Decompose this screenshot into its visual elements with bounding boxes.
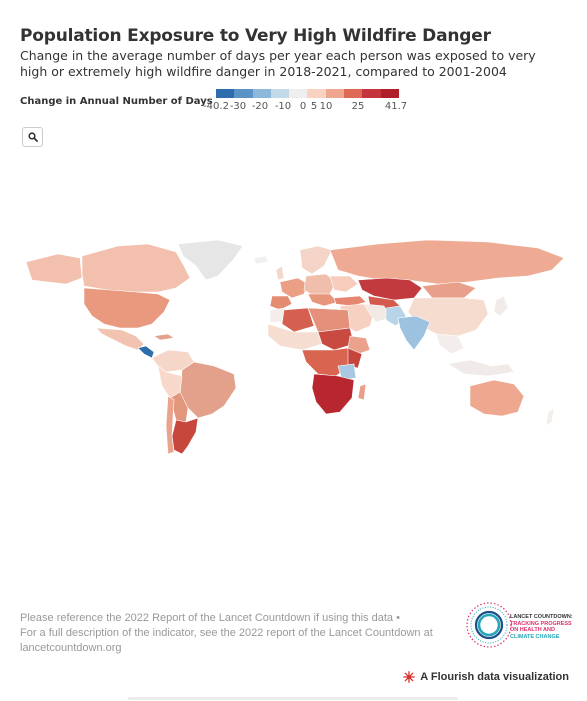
search-icon xyxy=(27,132,38,142)
logo-text: LANCET COUNTDOWN: TRACKING PROGRESS ON H… xyxy=(510,614,573,640)
legend-swatch xyxy=(270,89,290,98)
country-japan[interactable] xyxy=(493,295,509,317)
scroll-indicator xyxy=(128,697,458,700)
flourish-star-icon xyxy=(403,671,416,683)
country-india[interactable] xyxy=(397,315,431,351)
legend-tick-label: 0 xyxy=(299,101,307,112)
country-ukraine[interactable] xyxy=(329,275,359,293)
country-new-zealand[interactable] xyxy=(545,407,555,427)
world-map[interactable] xyxy=(18,236,569,456)
country-iran[interactable] xyxy=(363,303,391,323)
footer-line-2: For a full description of the indicator,… xyxy=(20,627,433,639)
country-iceland[interactable] xyxy=(253,255,269,265)
logo-line-2: TRACKING PROGRESS xyxy=(510,620,572,627)
country-tanzania[interactable] xyxy=(337,363,357,381)
logo-line-3: ON HEALTH AND xyxy=(510,627,555,633)
search-button[interactable] xyxy=(22,127,43,147)
legend-tick-label: 41.7 xyxy=(384,101,408,112)
country-greenland[interactable] xyxy=(177,239,244,281)
chart-subtitle: Change in the average number of days per… xyxy=(20,48,536,79)
legend-swatch xyxy=(307,89,326,98)
country-alaska[interactable] xyxy=(25,253,83,285)
country-mexico[interactable] xyxy=(95,327,145,351)
country-usa[interactable] xyxy=(83,287,171,329)
legend-swatch xyxy=(380,89,399,98)
legend-title: Change in Annual Number of Days xyxy=(20,96,213,107)
country-algeria[interactable] xyxy=(281,307,315,333)
flourish-credit[interactable]: A Flourish data visualization xyxy=(403,671,569,683)
country-southern-africa[interactable] xyxy=(311,373,355,415)
legend-tick-label: 10 xyxy=(319,101,333,112)
legend-tick-label: 5 xyxy=(310,101,318,112)
country-turkey[interactable] xyxy=(333,295,367,307)
country-argentina[interactable] xyxy=(171,417,199,455)
logo-ring-icon xyxy=(466,602,512,648)
country-bolivia[interactable] xyxy=(169,391,189,423)
country-madagascar[interactable] xyxy=(357,383,367,401)
country-uk[interactable] xyxy=(275,265,285,281)
legend-color-bar xyxy=(216,89,399,98)
country-brazil[interactable] xyxy=(179,361,237,419)
country-mongolia[interactable] xyxy=(421,281,477,299)
country-west-africa[interactable] xyxy=(267,323,323,351)
legend-swatch xyxy=(216,89,235,98)
legend-tick-label: -20 xyxy=(251,101,269,112)
footer-note: Please reference the 2022 Report of the … xyxy=(20,611,460,656)
country-cuba[interactable] xyxy=(153,333,175,341)
legend-tick-label: -30 xyxy=(229,101,247,112)
country-sudan[interactable] xyxy=(317,327,355,351)
country-australia[interactable] xyxy=(469,379,525,417)
logo-line-1: LANCET COUNTDOWN: xyxy=(510,614,573,620)
chart-title: Population Exposure to Very High Wildfir… xyxy=(20,26,491,46)
legend-tick-label: 25 xyxy=(351,101,365,112)
legend-swatch xyxy=(344,89,363,98)
country-southeast-asia[interactable] xyxy=(435,333,465,355)
country-russia[interactable] xyxy=(329,239,565,285)
legend-swatch xyxy=(362,89,381,98)
flourish-label: A Flourish data visualization xyxy=(420,671,569,683)
legend-swatch xyxy=(289,89,308,98)
country-canada[interactable] xyxy=(81,243,191,293)
legend-swatch xyxy=(252,89,271,98)
country-chile[interactable] xyxy=(165,395,175,455)
country-italy-balkans[interactable] xyxy=(307,293,339,307)
logo-line-4: CLIMATE CHANGE xyxy=(510,633,560,640)
country-central-america[interactable] xyxy=(137,345,155,359)
country-france[interactable] xyxy=(279,277,309,299)
legend-tick-label: -10 xyxy=(274,101,292,112)
country-spain[interactable] xyxy=(269,295,293,311)
country-kenya[interactable] xyxy=(347,347,363,369)
footer-line-1: Please reference the 2022 Report of the … xyxy=(20,612,400,624)
country-scandinavia[interactable] xyxy=(299,245,333,275)
country-libya-egypt[interactable] xyxy=(307,307,351,333)
lancet-countdown-logo[interactable] xyxy=(465,600,569,650)
legend-tick-label: -40.2 xyxy=(203,101,229,112)
country-ethiopia[interactable] xyxy=(347,335,371,355)
footer-line-3[interactable]: lancetcountdown.org xyxy=(20,642,122,654)
country-indonesia[interactable] xyxy=(447,359,515,377)
legend-swatch xyxy=(234,89,253,98)
legend-swatch xyxy=(325,89,345,98)
country-kazakhstan[interactable] xyxy=(357,277,423,301)
